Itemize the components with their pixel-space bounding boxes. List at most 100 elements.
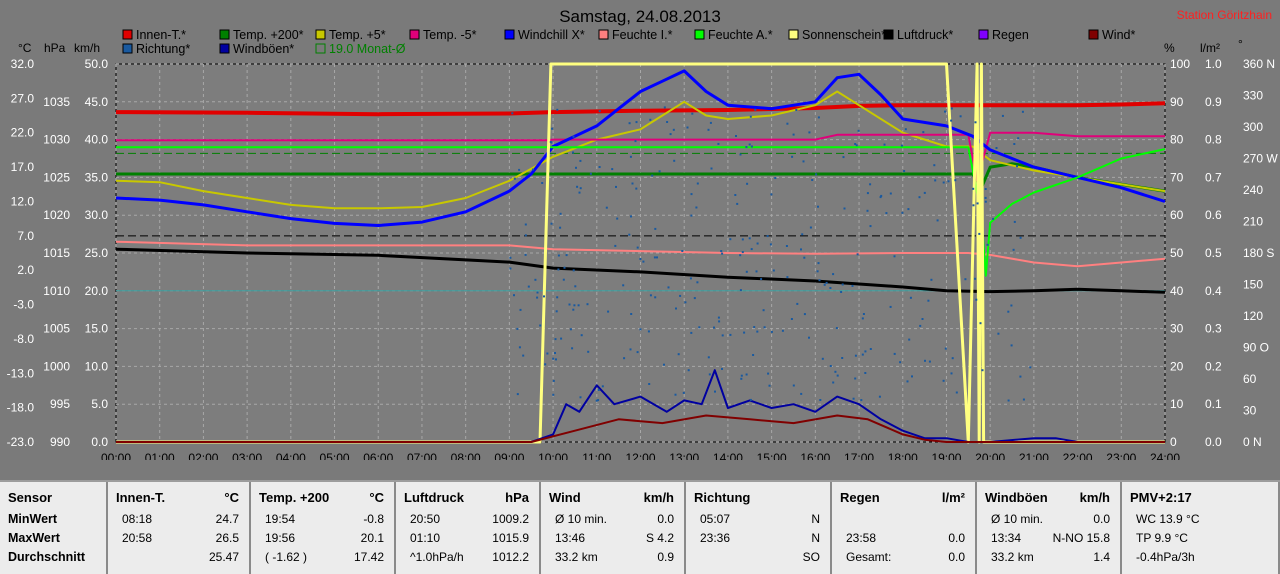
direction-point xyxy=(832,381,835,384)
chart-svg: Samstag, 24.08.2013 Station Göritzhain °C h… xyxy=(7,7,1279,465)
direction-point xyxy=(636,351,639,354)
direction-point xyxy=(735,135,737,137)
tick-x: 24:00 xyxy=(1150,451,1180,460)
direction-point xyxy=(817,205,819,208)
tick-x: 20:00 xyxy=(975,451,1005,460)
direction-point xyxy=(746,182,749,185)
stats-value: 1012.2 xyxy=(492,550,529,564)
direction-point xyxy=(675,307,677,310)
direction-point xyxy=(527,285,530,288)
direction-point xyxy=(639,328,642,331)
direction-point xyxy=(524,223,527,226)
direction-point xyxy=(739,153,742,156)
stats-value: N xyxy=(811,512,820,526)
direction-point xyxy=(709,121,712,124)
direction-point xyxy=(1007,399,1010,402)
direction-point xyxy=(986,243,989,246)
direction-point xyxy=(572,308,575,311)
direction-point xyxy=(755,270,758,273)
direction-point xyxy=(629,348,632,351)
stats-value: 0.0 xyxy=(1093,512,1110,526)
direction-point xyxy=(509,267,512,270)
stats-cell: 13:34 xyxy=(991,531,1022,545)
direction-point xyxy=(713,326,715,329)
direction-point xyxy=(1001,114,1004,117)
direction-point xyxy=(903,170,906,172)
direction-point xyxy=(972,187,975,190)
direction-point xyxy=(772,269,775,272)
stats-column-title: PMV+2:17 xyxy=(1130,490,1192,505)
direction-point xyxy=(829,287,832,289)
stats-value: 0.0 xyxy=(948,550,965,564)
direction-point xyxy=(974,121,977,124)
direction-point xyxy=(808,131,811,134)
stats-column: Luftdruck hPa 20:50 1009.2 01:10 1015.9 ^1.0hP… xyxy=(396,482,541,574)
direction-point xyxy=(947,180,950,183)
direction-point xyxy=(749,115,752,118)
direction-point xyxy=(696,182,699,185)
direction-point xyxy=(615,185,617,188)
direction-point xyxy=(856,253,859,256)
direction-point xyxy=(786,122,789,125)
legend-label: Temp. +200* xyxy=(233,28,304,42)
direction-point xyxy=(554,338,557,341)
unit-percent: % xyxy=(1164,41,1175,55)
direction-point xyxy=(951,357,954,360)
direction-point xyxy=(906,380,909,383)
legend-swatch xyxy=(315,29,326,40)
direction-point xyxy=(555,358,557,361)
direction-point xyxy=(509,256,512,259)
direction-point xyxy=(524,253,527,256)
direction-point xyxy=(927,299,930,302)
direction-point xyxy=(852,397,855,400)
direction-point xyxy=(750,248,753,251)
direction-point xyxy=(721,334,724,337)
stats-column: Wind km/h Ø 10 min. 0.0 13:46 S 4.2 33.2 km 0.9 xyxy=(541,482,686,574)
direction-point xyxy=(889,305,892,308)
direction-point xyxy=(653,256,656,259)
tick-rain: 0.9 xyxy=(1205,95,1222,109)
legend-label: Regen xyxy=(992,28,1029,42)
legend-swatch xyxy=(219,29,230,40)
direction-point xyxy=(861,353,864,356)
direction-point xyxy=(901,211,904,214)
legend-label: Feuchte A.* xyxy=(708,28,773,42)
direction-point xyxy=(933,164,936,167)
stats-cell: 20:58 xyxy=(122,531,153,545)
direction-point xyxy=(543,295,545,298)
direction-point xyxy=(630,215,632,218)
direction-point xyxy=(770,330,773,333)
tick-celsius: -3.0 xyxy=(13,298,34,312)
direction-point xyxy=(749,398,752,401)
stats-cell: 19:56 xyxy=(265,531,296,545)
direction-point xyxy=(792,384,795,387)
direction-point xyxy=(663,363,665,366)
direction-point xyxy=(689,277,692,280)
direction-point xyxy=(679,294,682,297)
series-line xyxy=(115,240,1166,268)
stats-cell: 13:46 xyxy=(555,531,586,545)
tick-degrees: 30 xyxy=(1243,404,1257,418)
stats-cell: ( -1.62 ) xyxy=(265,550,308,564)
legend-label: Sonnenschein* xyxy=(802,28,886,42)
tick-rain: 0.1 xyxy=(1205,397,1222,411)
tick-degrees: 150 xyxy=(1243,278,1263,292)
tick-kmh: 15.0 xyxy=(85,322,109,336)
direction-point xyxy=(866,192,869,195)
stats-value: 0.9 xyxy=(657,550,674,564)
direction-point xyxy=(972,204,975,207)
tick-x: 15:00 xyxy=(757,451,787,460)
direction-point xyxy=(854,143,857,145)
unit-celsius: °C xyxy=(18,41,32,55)
direction-point xyxy=(698,326,701,329)
direction-point xyxy=(855,144,858,147)
tick-percent: 40 xyxy=(1170,284,1184,298)
direction-point xyxy=(532,168,534,171)
direction-point xyxy=(860,399,863,402)
tick-percent: 60 xyxy=(1170,208,1184,222)
direction-point xyxy=(750,145,753,148)
stats-cell: 33.2 km xyxy=(991,550,1034,564)
direction-point xyxy=(663,106,666,109)
direction-point xyxy=(720,250,723,253)
direction-point xyxy=(934,179,937,182)
